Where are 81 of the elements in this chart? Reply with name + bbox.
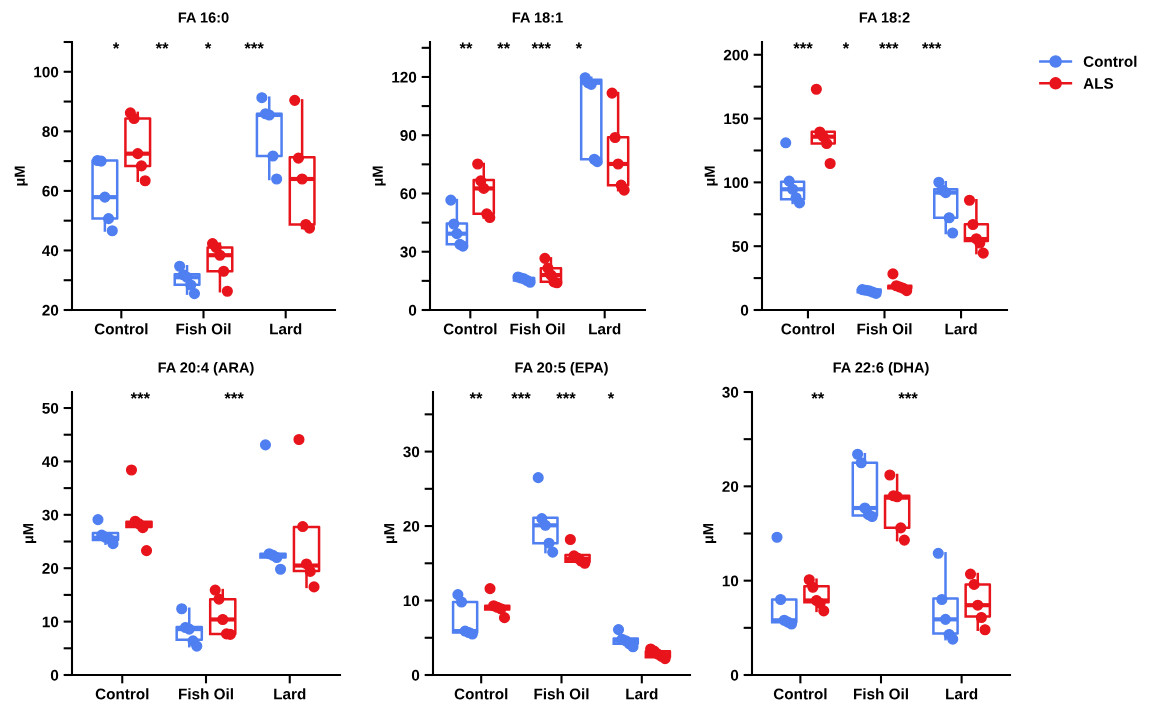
y-tick-label: 120 xyxy=(392,71,417,83)
x-tick-label: Lard xyxy=(945,323,977,335)
x-tick-label: Fish Oil xyxy=(534,688,589,700)
y-tick-label: 60 xyxy=(42,185,59,197)
annotation: ** xyxy=(469,392,483,399)
annotation: *** xyxy=(531,42,551,49)
y-axis-title: μM xyxy=(372,166,386,186)
legend-label: Control xyxy=(1083,55,1137,67)
annotation: * xyxy=(112,42,120,49)
y-tick-label: 0 xyxy=(408,304,417,316)
annotation: *** xyxy=(556,392,576,399)
x-tick-label: Fish Oil xyxy=(854,688,908,700)
x-tick-label: Control xyxy=(781,323,835,335)
y-tick-label: 100 xyxy=(724,177,749,189)
y-tick-label: 40 xyxy=(42,245,59,257)
annotation: *** xyxy=(921,42,942,49)
y-tick-label: 100 xyxy=(34,66,59,78)
y-tick-label: 90 xyxy=(400,130,417,141)
chart-title: FA 22:6 (DHA) xyxy=(833,361,929,376)
y-tick-label: 20 xyxy=(42,304,59,316)
x-tick-label: Lard xyxy=(589,323,621,335)
y-axis-title: μM xyxy=(704,166,718,186)
y-tick-label: 20 xyxy=(722,481,739,493)
annotation: ** xyxy=(497,42,511,49)
x-tick-label: Lard xyxy=(274,688,306,700)
chart-title: FA 18:1 xyxy=(512,12,563,23)
x-tick-label: Control xyxy=(443,323,497,335)
y-tick-label: 20 xyxy=(403,520,420,532)
x-tick-label: Lard xyxy=(270,323,302,335)
x-tick-label: Control xyxy=(454,688,508,700)
y-axis-title: μM xyxy=(703,523,717,544)
annotation: *** xyxy=(244,42,264,49)
y-tick-label: 0 xyxy=(50,669,59,681)
y-tick-label: 10 xyxy=(722,575,739,587)
annotation: *** xyxy=(793,42,813,49)
chart-title: FA 16:0 xyxy=(178,12,229,23)
y-tick-label: 40 xyxy=(42,456,59,468)
annotation: *** xyxy=(130,392,151,399)
x-tick-label: Control xyxy=(94,323,148,335)
annotation: *** xyxy=(879,42,899,49)
y-tick-label: 200 xyxy=(723,49,749,61)
y-tick-label: 0 xyxy=(730,669,739,681)
annotation: * xyxy=(842,42,850,49)
y-axis-title: μM xyxy=(384,523,398,544)
annotation: ** xyxy=(811,392,825,399)
y-tick-label: 0 xyxy=(411,669,420,681)
y-tick-label: 50 xyxy=(732,241,749,252)
y-tick-label: 30 xyxy=(722,386,739,398)
y-tick-label: 10 xyxy=(42,616,59,628)
annotation: * xyxy=(575,42,583,49)
y-tick-label: 50 xyxy=(42,402,59,414)
x-tick-label: Fish Oil xyxy=(510,323,565,335)
annotation: ** xyxy=(155,42,169,49)
x-tick-label: Lard xyxy=(946,688,978,700)
x-tick-label: Control xyxy=(95,688,149,700)
y-tick-label: 150 xyxy=(724,113,749,125)
y-axis-title: μM xyxy=(14,166,28,186)
chart-title: FA 18:2 xyxy=(859,12,910,23)
y-tick-label: 80 xyxy=(42,126,59,138)
chart-title: FA 20:5 (EPA) xyxy=(515,361,608,376)
chart-title: FA 20:4 (ARA) xyxy=(158,361,254,376)
y-tick-label: 10 xyxy=(403,595,420,607)
y-tick-label: 30 xyxy=(400,246,417,258)
x-tick-label: Fish Oil xyxy=(179,688,233,700)
x-tick-label: Control xyxy=(773,688,827,700)
annotation: * xyxy=(204,42,212,49)
x-tick-label: Fish Oil xyxy=(857,323,912,335)
y-tick-label: 30 xyxy=(42,509,59,521)
annotation: *** xyxy=(898,392,918,399)
x-tick-label: Lard xyxy=(626,688,658,700)
y-tick-label: 0 xyxy=(740,304,749,316)
y-axis-title: μM xyxy=(23,523,37,544)
annotation: *** xyxy=(511,392,531,399)
annotation: *** xyxy=(224,392,244,399)
annotation: ** xyxy=(459,42,473,49)
legend-label: ALS xyxy=(1083,78,1114,89)
y-tick-label: 60 xyxy=(400,188,417,200)
y-tick-label: 30 xyxy=(403,446,420,458)
y-tick-label: 20 xyxy=(42,563,59,574)
x-tick-label: Fish Oil xyxy=(176,323,231,335)
annotation: * xyxy=(607,392,615,399)
